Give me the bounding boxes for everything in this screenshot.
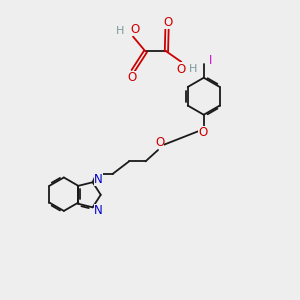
Text: N: N — [94, 204, 103, 218]
Text: H: H — [189, 64, 197, 74]
Text: O: O — [130, 22, 140, 36]
Text: N: N — [94, 173, 103, 186]
Text: O: O — [163, 16, 172, 29]
Text: H: H — [116, 26, 124, 37]
Text: O: O — [177, 63, 186, 76]
Text: O: O — [199, 126, 208, 139]
Text: O: O — [155, 136, 164, 149]
Text: I: I — [208, 54, 212, 67]
Text: O: O — [128, 71, 137, 84]
